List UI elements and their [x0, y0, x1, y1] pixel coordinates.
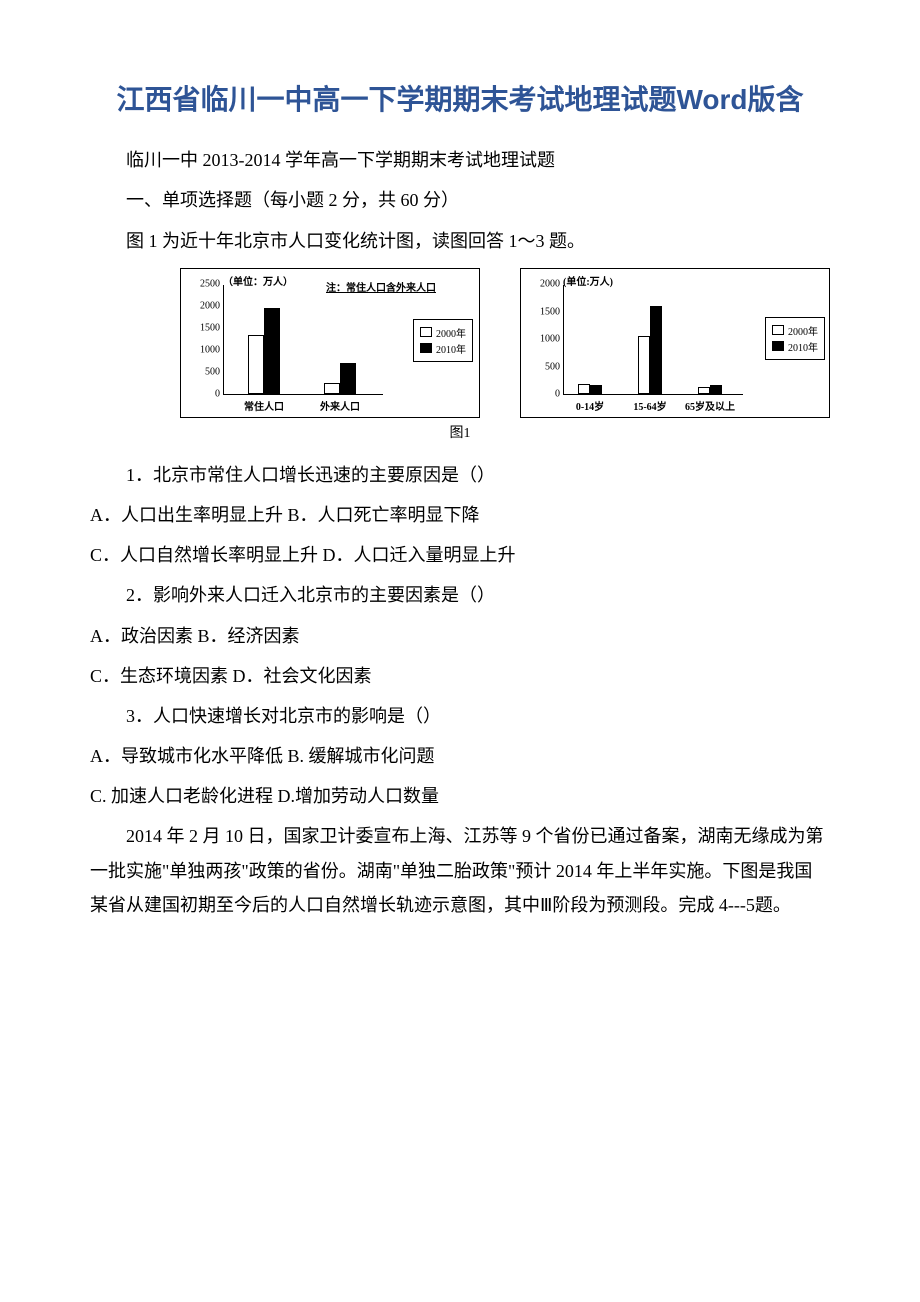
bar — [340, 363, 356, 394]
bar-group: 外来人口 — [324, 363, 356, 394]
ytick: 1000 — [540, 333, 560, 344]
bar — [710, 385, 722, 394]
q3-option-ab: A．导致城市化水平降低 B. 缓解城市化问题 — [90, 739, 830, 773]
q2-option-ab: A．政治因素 B．经济因素 — [90, 619, 830, 653]
legend-item: 2010年 — [420, 341, 466, 356]
swatch-icon — [420, 343, 432, 353]
legend-label: 2000年 — [436, 325, 466, 340]
bar-group: 0-14岁 — [578, 384, 602, 394]
bar — [590, 385, 602, 394]
charts-container: （单位：万人） 注：常住人口含外来人口 0 500 1000 1500 2000… — [180, 268, 830, 418]
q1-option-ab: A．人口出生率明显上升 B．人口死亡率明显下降 — [90, 498, 830, 532]
ytick: 0 — [215, 388, 220, 399]
legend-item: 2000年 — [420, 325, 466, 340]
x-category: 15-64岁 — [633, 398, 666, 413]
q2-stem: 2．影响外来人口迁入北京市的主要因素是（） — [90, 578, 830, 612]
plot-area-left: 0 500 1000 1500 2000 2500 常住人口 外来人口 — [223, 285, 383, 395]
bar — [248, 335, 264, 394]
legend-label: 2010年 — [788, 339, 818, 354]
x-category: 65岁及以上 — [685, 398, 735, 413]
bar-group: 65岁及以上 — [698, 385, 722, 394]
bar — [578, 384, 590, 394]
ytick: 0 — [555, 388, 560, 399]
ytick: 2500 — [200, 278, 220, 289]
ytick: 1500 — [540, 306, 560, 317]
swatch-icon — [420, 327, 432, 337]
chart-age-structure: (单位:万人) 0 500 1000 1500 2000 0-14岁 15-64… — [520, 268, 830, 418]
plot-area-right: 0 500 1000 1500 2000 0-14岁 15-64岁 65岁及以上 — [563, 285, 743, 395]
x-category: 外来人口 — [320, 398, 360, 413]
q3-stem: 3．人口快速增长对北京市的影响是（） — [90, 699, 830, 733]
ytick: 500 — [205, 366, 220, 377]
swatch-icon — [772, 341, 784, 351]
q1-stem: 1．北京市常住人口增长迅速的主要原因是（） — [90, 458, 830, 492]
legend-item: 2000年 — [772, 323, 818, 338]
q3-option-cd: C. 加速人口老龄化进程 D.增加劳动人口数量 — [90, 779, 830, 813]
q1-option-cd: C．人口自然增长率明显上升 D．人口迁入量明显上升 — [90, 538, 830, 572]
x-category: 0-14岁 — [576, 398, 604, 413]
subtitle: 临川一中 2013-2014 学年高一下学期期末考试地理试题 — [90, 143, 830, 177]
legend: 2000年 2010年 — [765, 317, 825, 360]
bar — [264, 308, 280, 394]
bar — [638, 336, 650, 394]
page-title: 江西省临川一中高一下学期期末考试地理试题Word版含 — [90, 80, 830, 119]
ytick: 2000 — [540, 278, 560, 289]
swatch-icon — [772, 325, 784, 335]
bar — [650, 306, 662, 394]
bar-group: 15-64岁 — [638, 306, 662, 394]
section-heading: 一、单项选择题（每小题 2 分，共 60 分） — [90, 183, 830, 217]
ytick: 2000 — [200, 300, 220, 311]
intro-2: 2014 年 2 月 10 日，国家卫计委宣布上海、江苏等 9 个省份已通过备案… — [90, 819, 830, 922]
bar — [698, 387, 710, 394]
legend-label: 2000年 — [788, 323, 818, 338]
ytick: 1000 — [200, 344, 220, 355]
legend-label: 2010年 — [436, 341, 466, 356]
chart-resident-population: （单位：万人） 注：常住人口含外来人口 0 500 1000 1500 2000… — [180, 268, 480, 418]
ytick: 500 — [545, 361, 560, 372]
bar — [324, 383, 340, 394]
ytick: 1500 — [200, 322, 220, 333]
x-category: 常住人口 — [244, 398, 284, 413]
q2-option-cd: C．生态环境因素 D．社会文化因素 — [90, 659, 830, 693]
intro-1: 图 1 为近十年北京市人口变化统计图，读图回答 1～3 题。 — [90, 224, 830, 258]
legend-item: 2010年 — [772, 339, 818, 354]
bar-group: 常住人口 — [248, 308, 280, 394]
legend: 2000年 2010年 — [413, 319, 473, 362]
figure-caption: 图1 — [90, 422, 830, 442]
